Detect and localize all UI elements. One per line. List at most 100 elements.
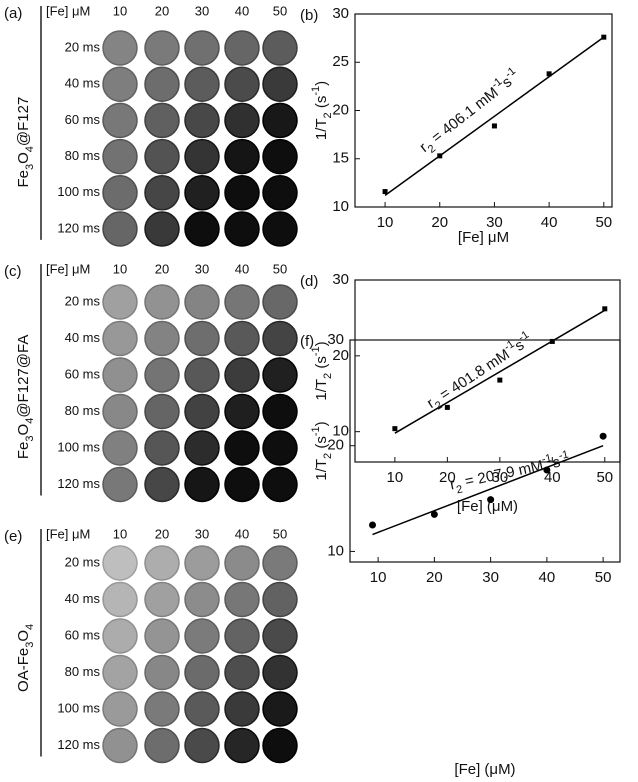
column-label: 40	[235, 261, 249, 276]
data-point	[543, 466, 551, 474]
y-axis-label-part: )	[313, 81, 330, 86]
phantom-well	[184, 30, 220, 66]
row-label: 20 ms	[65, 293, 101, 308]
column-label: 30	[195, 3, 209, 18]
phantom-well	[262, 102, 298, 139]
phantom-well	[224, 727, 260, 764]
data-point	[430, 510, 438, 518]
y-tick-label: 30	[327, 331, 344, 348]
data-point	[382, 189, 388, 195]
phantom-well	[102, 727, 138, 764]
phantom-well	[144, 102, 180, 139]
column-label: 40	[235, 526, 249, 541]
sample-name-part: 4	[24, 624, 36, 630]
x-axis-label: [Fe] (μM)	[454, 761, 515, 778]
phantom-well	[184, 175, 220, 211]
y-axis-label-part: -1	[310, 346, 322, 356]
phantom-well	[224, 211, 260, 247]
row-label: 40 ms	[65, 76, 101, 91]
y-axis-label: 1/T2 (s-1)	[310, 421, 334, 480]
column-label: 50	[273, 261, 287, 276]
row-label: 80 ms	[65, 148, 101, 163]
data-point	[549, 338, 555, 344]
phantom-well	[224, 30, 260, 66]
column-label: 20	[155, 3, 169, 18]
row-label: 60 ms	[65, 112, 101, 127]
y-axis-label-part: -1	[310, 426, 322, 436]
phantom-well	[224, 357, 260, 393]
phantom-well	[184, 66, 220, 102]
x-tick-label: 10	[377, 214, 394, 231]
data-point	[599, 432, 607, 440]
phantom-well	[102, 430, 138, 466]
phantom-well	[102, 581, 138, 618]
phantom-well	[184, 320, 220, 357]
phantom-well	[184, 581, 220, 618]
phantom-well	[184, 618, 220, 654]
phantom-well	[144, 581, 180, 618]
phantom-well	[184, 138, 220, 175]
fit-line	[384, 36, 605, 197]
phantom-well	[144, 284, 180, 320]
y-tick-label: 30	[332, 5, 349, 22]
x-tick-label: 30	[491, 469, 508, 486]
y-axis-label-part: -1	[310, 86, 322, 96]
column-label: 50	[273, 526, 287, 541]
phantom-well	[102, 138, 138, 175]
row-label: 20 ms	[65, 39, 101, 54]
phantom-well	[144, 30, 180, 66]
column-label: 30	[195, 261, 209, 276]
phantom-well	[224, 654, 260, 691]
y-tick-label: 25	[332, 53, 349, 70]
phantom-well	[102, 691, 138, 727]
fit-line	[394, 309, 606, 434]
row-label: 100 ms	[57, 700, 100, 715]
phantom-well	[262, 211, 298, 247]
sample-name-part: 3	[24, 435, 36, 441]
x-tick-label: 50	[595, 569, 612, 586]
phantom-well	[144, 654, 180, 691]
panel-label: (d)	[300, 273, 318, 290]
data-point	[601, 34, 607, 40]
column-label: 40	[235, 3, 249, 18]
y-tick-label: 10	[332, 423, 349, 440]
row-label: 40 ms	[65, 330, 101, 345]
phantom-well	[102, 618, 138, 654]
panel-label: (c)	[4, 263, 22, 280]
x-tick-label: 20	[439, 469, 456, 486]
phantom-well	[184, 545, 220, 581]
column-label: 10	[113, 526, 127, 541]
phantom-well	[184, 211, 220, 247]
sample-name: Fe3O4@F127@FA	[15, 335, 36, 459]
phantom-well	[144, 320, 180, 357]
phantom-well	[224, 102, 260, 139]
phantom-well	[262, 654, 298, 691]
y-axis-label-part: 1/T	[313, 379, 330, 401]
phantom-well	[102, 320, 138, 357]
phantom-well	[224, 581, 260, 618]
phantom-well	[262, 320, 298, 357]
row-label: 60 ms	[65, 366, 101, 381]
phantom-well	[262, 545, 298, 581]
row-label: 120 ms	[57, 737, 100, 752]
data-point	[437, 153, 443, 159]
sample-name-part: O	[15, 424, 32, 436]
phantom-well	[102, 211, 138, 247]
x-tick-label: 50	[595, 214, 612, 231]
phantom-well	[184, 727, 220, 764]
phantom-well	[262, 618, 298, 654]
row-label: 80 ms	[65, 664, 101, 679]
y-axis-label-part: )	[313, 421, 330, 426]
phantom-well	[262, 393, 298, 430]
x-tick-label: 20	[431, 214, 448, 231]
y-tick-label: 30	[332, 271, 349, 288]
y-tick-label: 20	[327, 437, 344, 454]
phantom-well	[224, 175, 260, 211]
sample-name: Fe3O4@F127	[15, 97, 36, 188]
phantom-well	[262, 691, 298, 727]
phantom-well	[102, 654, 138, 691]
phantom-well	[144, 727, 180, 764]
phantom-well	[262, 175, 298, 211]
x-axis-label: [Fe] (μM)	[457, 498, 518, 515]
